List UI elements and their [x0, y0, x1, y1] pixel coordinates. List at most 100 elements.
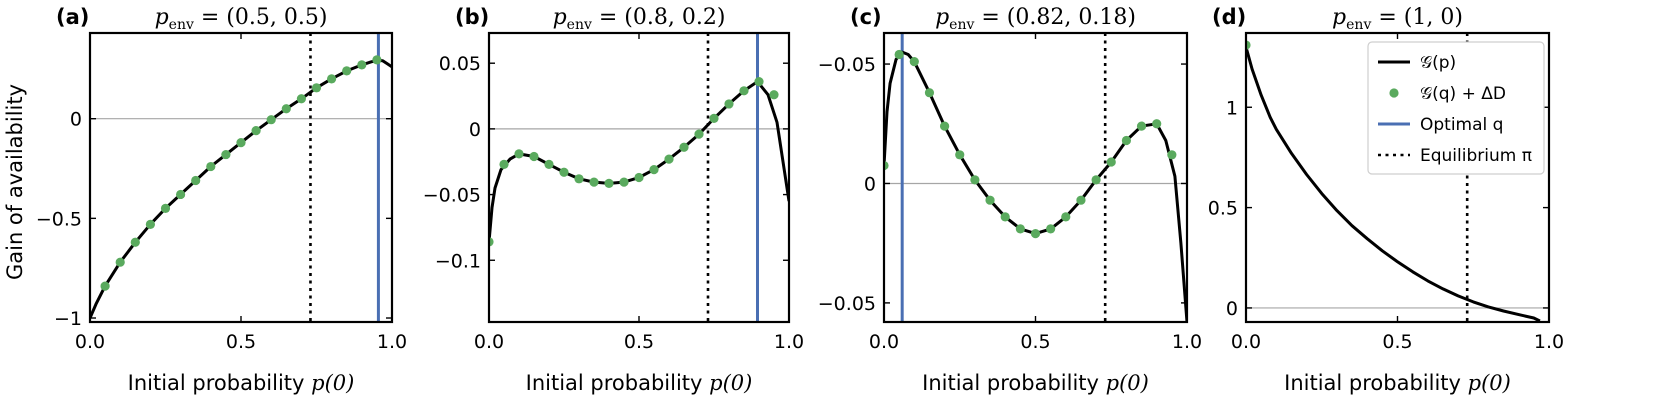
data-point [709, 113, 719, 123]
data-point [311, 83, 322, 93]
x-tick-label: 1.0 [1172, 331, 1202, 353]
data-point [724, 99, 734, 109]
data-point [1167, 150, 1177, 160]
data-point [909, 57, 919, 67]
data-point [1136, 121, 1147, 131]
x-tick-label: 0.0 [1231, 331, 1261, 353]
data-point [1091, 175, 1101, 185]
x-tick-label: 0.0 [474, 331, 504, 353]
x-tick-label: 0.5 [1382, 331, 1412, 353]
x-axis-label: Initial probability p(0) [526, 371, 753, 395]
data-point [281, 104, 291, 114]
panel-title: penv = (1, 0) [1332, 5, 1463, 33]
panel-tag: (b) [455, 5, 489, 29]
data-point [559, 167, 569, 177]
data-point [100, 281, 110, 291]
data-point [574, 174, 584, 184]
data-point [769, 90, 779, 100]
data-point [176, 189, 186, 200]
y-tick-label: 0 [864, 173, 876, 195]
data-point [357, 60, 367, 70]
y-tick-label: 0.5 [1208, 198, 1238, 220]
panel-a: 0.0 0.5 1.0 −1 −0.5 0 (a) penv = (0.5, 0.5) Init… [36, 5, 407, 395]
panel-title: penv = (0.5, 0.5) [155, 5, 328, 33]
data-point [1000, 212, 1010, 222]
data-point [1106, 157, 1116, 167]
x-tick-label: 0.5 [624, 331, 654, 353]
x-axis-label: Initial probability p(0) [922, 371, 1149, 395]
x-axis-label: Initial probability p(0) [1284, 371, 1511, 395]
gain-curve [90, 58, 392, 319]
data-point [884, 160, 889, 171]
data-point [1076, 195, 1086, 205]
y-axis-label: Gain of availability [3, 84, 27, 280]
y-tick-label: −0.05 [818, 293, 876, 315]
panel-c: 0.0 0.5 1.0 −0.05 0 −0.05 (c) penv = (0.82, 0.1… [818, 5, 1202, 395]
data-point [130, 237, 140, 247]
y-tick-label: 1 [1226, 97, 1238, 119]
panel-tag: (c) [850, 5, 882, 29]
x-tick-label: 0.0 [869, 331, 899, 353]
data-point [251, 126, 261, 136]
data-point [342, 66, 352, 76]
data-point [940, 121, 950, 131]
legend-label: 𝒢(q) + ΔD [1420, 84, 1506, 104]
legend: 𝒢(p) 𝒢(q) + ΔD Optimal q Equilibrium π [1367, 41, 1545, 175]
data-point [145, 219, 155, 229]
data-point [619, 177, 629, 187]
panels: 0.0 0.5 1.0 −1 −0.5 0 (a) penv = (0.5, 0.5) Init… [36, 5, 1564, 395]
y-tick-label: −0.05 [818, 54, 876, 76]
y-tick-label: 0 [469, 119, 481, 141]
data-point [160, 203, 171, 213]
data-point [1046, 224, 1056, 234]
x-tick-label: 0.5 [226, 331, 256, 353]
panel-b: 0.0 0.5 1.0 −0.1 −0.05 0 0.05 (b) penv = (0.8, 0… [423, 5, 804, 395]
data-point [679, 142, 689, 152]
data-point [604, 178, 614, 189]
y-tick-label: −0.1 [435, 250, 481, 272]
y-tick-label: −0.05 [423, 185, 481, 207]
data-point [634, 172, 644, 183]
gain-curve [1246, 46, 1541, 322]
data-point [372, 55, 382, 65]
data-point [894, 49, 904, 60]
data-point [544, 159, 554, 169]
panel-d: 0.0 0.5 1.0 0 0.5 1 (d) penv = (1, 0) Initial pr… [1208, 5, 1564, 395]
data-point [754, 77, 764, 87]
x-tick-label: 1.0 [774, 331, 804, 353]
data-point [649, 165, 659, 175]
axes-frame [882, 31, 1189, 324]
data-point [1152, 119, 1162, 129]
data-point [221, 149, 231, 160]
y-tick-label: −1 [54, 308, 82, 330]
panel-title: penv = (0.82, 0.18) [935, 5, 1136, 33]
gain-curve [489, 80, 789, 243]
data-point [664, 154, 674, 164]
y-tick-label: 0.05 [439, 53, 481, 75]
data-point [1246, 40, 1251, 50]
data-point [191, 175, 201, 186]
data-point [1061, 212, 1071, 222]
data-point [985, 195, 995, 205]
data-point [499, 159, 509, 169]
panel-tag: (d) [1212, 5, 1246, 29]
data-point [739, 86, 749, 96]
x-axis-label: Initial probability p(0) [128, 371, 355, 395]
data-point [1015, 224, 1025, 234]
data-point [924, 88, 935, 98]
x-tick-label: 0.0 [75, 331, 105, 353]
data-point [206, 161, 216, 172]
y-tick-label: −0.5 [36, 208, 82, 230]
x-tick-label: 1.0 [377, 331, 407, 353]
data-point [529, 151, 539, 162]
data-point [115, 257, 125, 267]
y-tick-label: 0 [1226, 298, 1238, 320]
data-point [296, 94, 306, 104]
data-point [970, 175, 980, 185]
y-tick-label: 0 [70, 109, 82, 131]
data-point [694, 129, 704, 139]
x-tick-label: 0.5 [1020, 331, 1050, 353]
legend-label: Optimal q [1420, 115, 1503, 135]
data-point [489, 237, 494, 247]
